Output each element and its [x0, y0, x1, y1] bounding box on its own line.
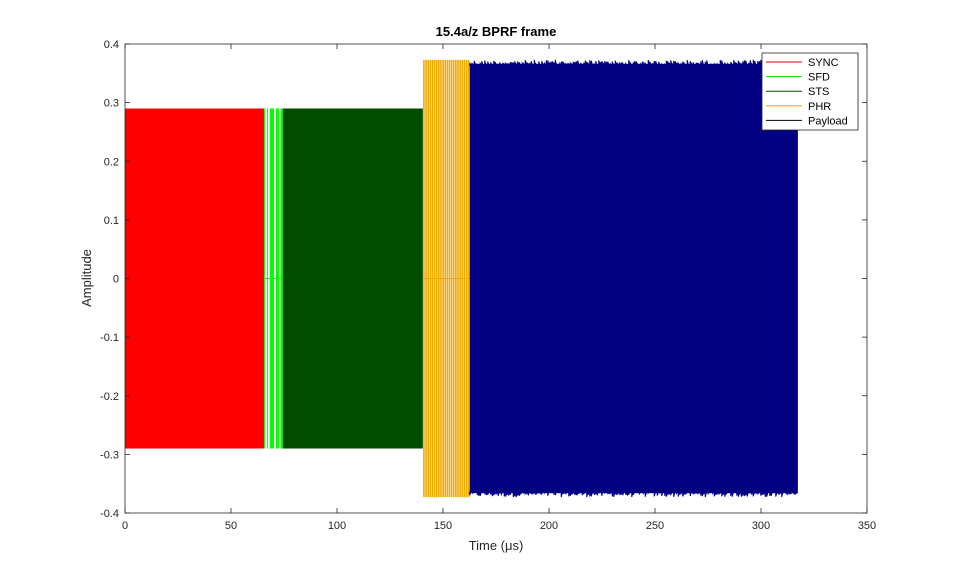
series-sts-band — [282, 108, 423, 449]
x-tick-label: 150 — [434, 520, 452, 532]
x-axis-label: Time (μs) — [469, 538, 524, 553]
series-payload — [469, 59, 798, 498]
x-tick-label: 300 — [752, 520, 770, 532]
series-payload-top-edge — [469, 59, 798, 68]
x-tick-label: 200 — [540, 520, 558, 532]
legend: SYNC SFD STS PHR Payload — [761, 52, 859, 131]
series-sts — [282, 108, 423, 449]
series-sfd — [264, 108, 283, 449]
x-tick-label: 350 — [858, 520, 876, 532]
series-sfd-burst — [264, 108, 266, 449]
legend-label-sts: STS — [808, 86, 829, 98]
series-phr — [422, 59, 470, 498]
chart-title: 15.4a/z BPRF frame — [436, 24, 557, 39]
series-payload-band — [469, 63, 798, 494]
y-tick-label: 0 — [113, 274, 119, 286]
y-tick-label: 0.2 — [104, 156, 119, 168]
legend-label-phr: PHR — [808, 101, 831, 113]
legend-items: SYNC SFD STS PHR Payload — [766, 57, 848, 127]
y-tick-label: 0.1 — [104, 215, 119, 227]
y-tick-label: -0.4 — [100, 508, 119, 520]
series-sfd-burst — [275, 108, 279, 449]
legend-label-sync: SYNC — [808, 57, 839, 69]
series-sfd-burst — [269, 108, 275, 449]
x-tick-label: 250 — [646, 520, 664, 532]
y-tick-label: 0.3 — [104, 98, 119, 110]
x-tick-label: 0 — [122, 520, 128, 532]
y-axis-label: Amplitude — [79, 249, 94, 307]
x-tick-label: 100 — [328, 520, 346, 532]
series-sfd-burst — [280, 108, 283, 449]
series-sfd-burst — [267, 108, 269, 449]
ticks-layer: 0 50 100 150 200 250 300 350 -0.4 -0.3 -0.2 -0.1 0 0.… — [100, 39, 876, 532]
legend-label-payload: Payload — [808, 115, 848, 127]
series-sync — [125, 108, 265, 449]
y-tick-label: -0.1 — [100, 332, 119, 344]
series-layer — [125, 59, 798, 498]
y-tick-label: 0.4 — [104, 39, 119, 51]
legend-label-sfd: SFD — [808, 72, 830, 84]
x-tick-label: 50 — [225, 520, 237, 532]
series-sync-band — [125, 108, 265, 449]
series-payload-bottom-edge — [469, 489, 798, 498]
y-tick-label: -0.3 — [100, 449, 119, 461]
y-tick-label: -0.2 — [100, 391, 119, 403]
